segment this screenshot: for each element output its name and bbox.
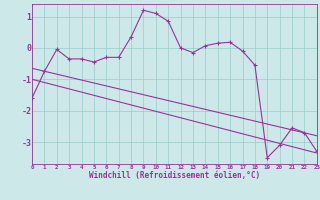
X-axis label: Windchill (Refroidissement éolien,°C): Windchill (Refroidissement éolien,°C) (89, 171, 260, 180)
